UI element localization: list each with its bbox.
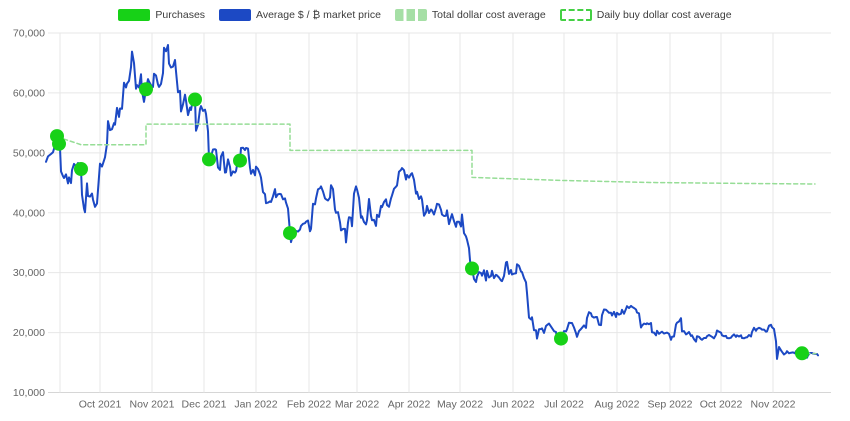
x-axis-tick-label: Mar 2022 <box>335 399 380 411</box>
y-axis-tick-label: 10,000 <box>13 387 45 399</box>
legend-label-market-price: Average $ / ₿ market price <box>256 9 381 21</box>
x-axis-tick-label: Jan 2022 <box>234 399 277 411</box>
x-axis-tick-label: May 2022 <box>437 399 483 411</box>
series-average-market-price <box>45 44 819 360</box>
legend-label-purchases: Purchases <box>155 9 206 21</box>
x-axis-tick-label: Jul 2022 <box>544 399 584 411</box>
legend-item-total-dca[interactable]: Total dollar cost average <box>394 8 546 22</box>
legend-label-daily-dca: Daily buy dollar cost average <box>596 9 732 21</box>
purchase-point[interactable] <box>554 331 568 346</box>
daily-dca-swatch-icon <box>559 9 592 21</box>
x-axis-tick-label: Sep 2022 <box>648 399 693 411</box>
x-axis-tick-label: Dec 2021 <box>182 399 227 411</box>
market-price-swatch-icon <box>219 9 252 21</box>
x-axis-tick-label: Feb 2022 <box>287 399 332 411</box>
legend-item-market-price[interactable]: Average $ / ₿ market price <box>219 8 381 22</box>
purchase-point[interactable] <box>233 153 247 168</box>
x-axis-tick-label: Nov 2021 <box>130 399 175 411</box>
legend-item-purchases[interactable]: Purchases <box>118 8 205 22</box>
y-axis-tick-label: 60,000 <box>13 87 45 99</box>
y-axis-tick-label: 20,000 <box>13 327 45 339</box>
purchase-point[interactable] <box>52 136 66 151</box>
x-axis-tick-label: Apr 2022 <box>388 399 431 411</box>
purchase-point[interactable] <box>465 261 479 276</box>
legend-item-daily-dca[interactable]: Daily buy dollar cost average <box>559 8 732 22</box>
chart-legend: Purchases Average $ / ₿ market price Tot… <box>0 8 850 22</box>
purchase-point[interactable] <box>188 92 202 107</box>
y-axis-tick-label: 30,000 <box>13 267 45 279</box>
x-axis-tick-label: Oct 2022 <box>700 399 743 411</box>
purchase-point[interactable] <box>202 152 216 167</box>
y-axis-tick-label: 70,000 <box>13 28 45 40</box>
legend-label-total-dca: Total dollar cost average <box>431 9 546 21</box>
purchases-swatch-icon <box>118 9 151 21</box>
gridlines-layer: 10,000 20,000 30,000 40,000 50,000 60,000 70,0… <box>13 28 831 411</box>
purchase-point[interactable] <box>283 226 297 241</box>
x-axis-tick-label: Jun 2022 <box>491 399 534 411</box>
total-dca-swatch-icon <box>394 9 427 21</box>
x-axis-tick-label: Oct 2021 <box>79 399 122 411</box>
purchase-point[interactable] <box>795 346 809 361</box>
y-axis-tick-label: 40,000 <box>13 207 45 219</box>
x-axis-tick-label: Aug 2022 <box>595 399 640 411</box>
purchase-point[interactable] <box>74 162 88 176</box>
y-axis-tick-label: 50,000 <box>13 147 45 159</box>
x-axis-tick-label: Nov 2022 <box>751 399 796 411</box>
purchase-point[interactable] <box>139 82 153 97</box>
series-purchases <box>50 82 809 361</box>
series-total-dollar-cost-average <box>56 123 816 185</box>
